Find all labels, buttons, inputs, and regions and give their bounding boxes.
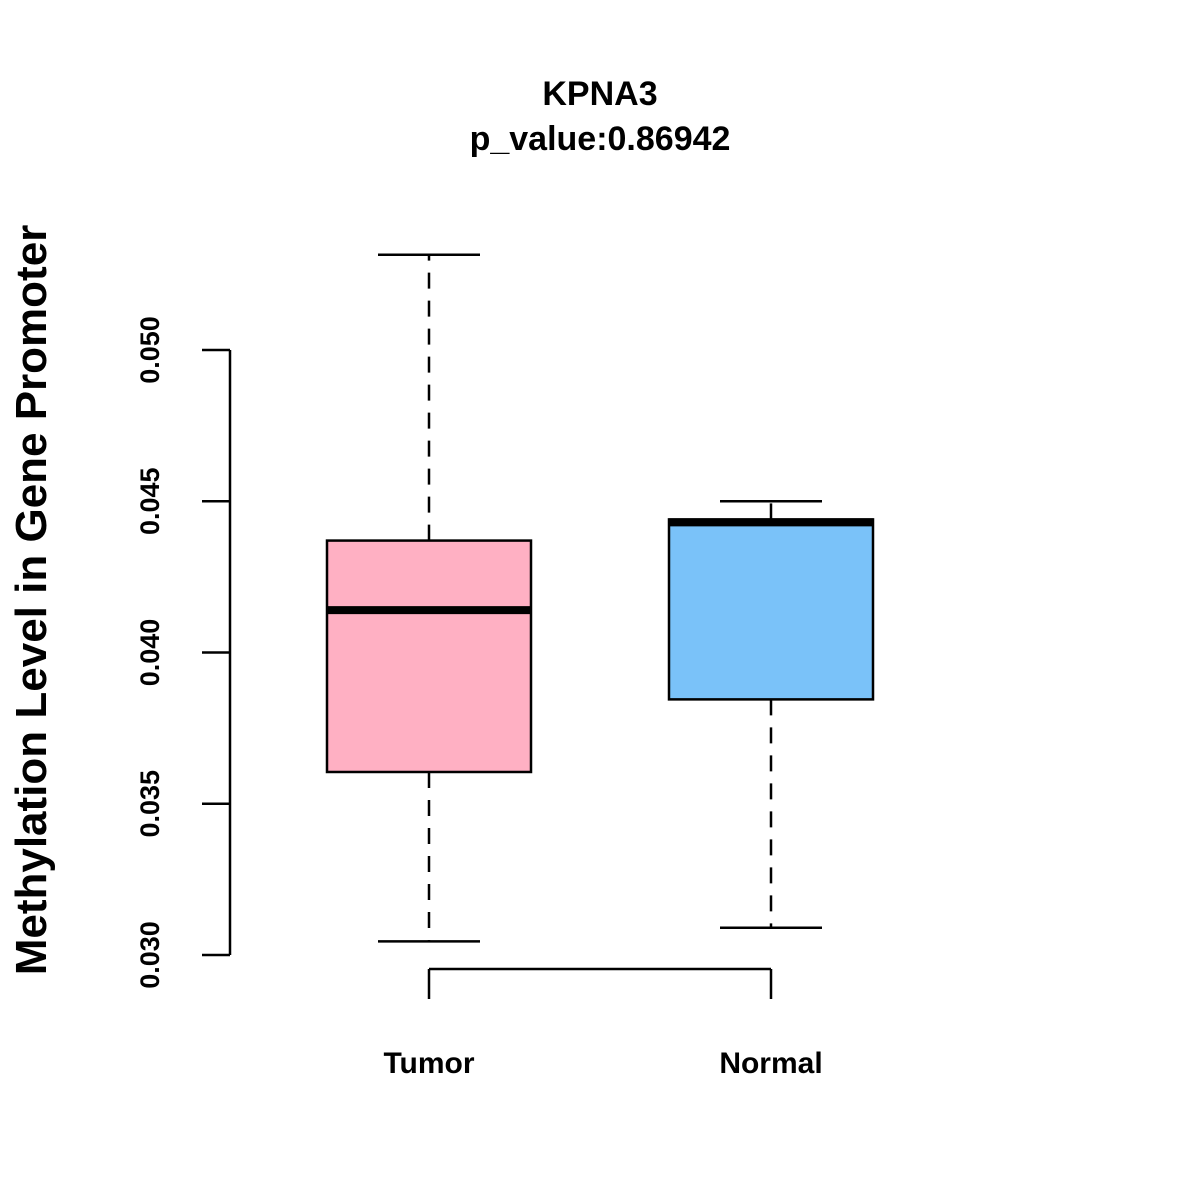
x-axis: Tumor Normal xyxy=(383,967,823,1080)
box-normal xyxy=(667,518,875,701)
y-tick-label: 0.030 xyxy=(135,921,165,989)
y-axis: 0.030 0.035 0.040 0.045 0.050 xyxy=(135,316,232,989)
x-category-label: Tumor xyxy=(383,1047,474,1080)
y-tick-label: 0.045 xyxy=(135,467,165,535)
y-axis-label: Methylation Level in Gene Promoter xyxy=(7,225,56,976)
box-tumor xyxy=(325,539,533,774)
y-tick-label: 0.035 xyxy=(135,770,165,838)
boxes xyxy=(325,253,875,943)
y-tick-label: 0.040 xyxy=(135,619,165,687)
chart-subtitle: p_value:0.86942 xyxy=(470,120,731,158)
chart-title: KPNA3 xyxy=(542,75,657,113)
y-tick-label: 0.050 xyxy=(135,316,165,384)
x-category-label: Normal xyxy=(719,1047,822,1080)
